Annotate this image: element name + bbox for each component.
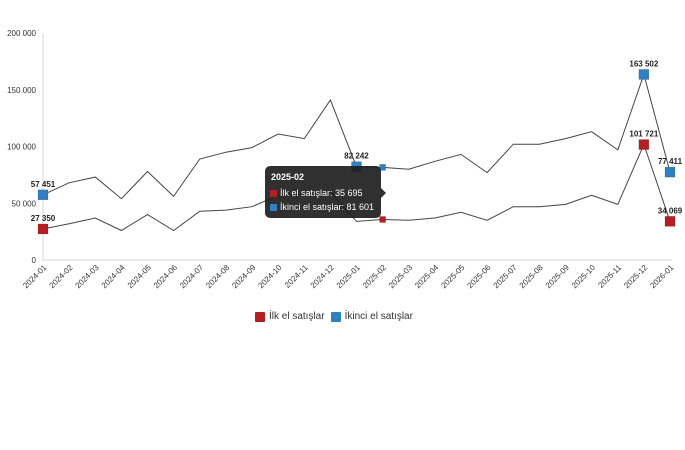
data-point-marker[interactable] (379, 216, 386, 223)
x-tick-label: 2026-01 (648, 263, 676, 291)
data-label: 77 411 (658, 157, 683, 166)
x-tick-label: 2024-01 (21, 263, 49, 291)
data-point-marker[interactable] (37, 189, 49, 201)
x-tick-label: 2025-05 (439, 263, 467, 291)
series-line-0 (42, 143, 671, 232)
data-label: 82 242 (344, 152, 369, 161)
tooltip: 2025-02 İlk el satışlar: 35 695 İkinci e… (265, 166, 386, 218)
data-point-marker[interactable] (664, 216, 676, 227)
x-tick-label: 2025-12 (622, 263, 650, 291)
tooltip-swatch-ilk-el (270, 189, 277, 197)
x-tick-label: 2024-06 (152, 263, 180, 291)
y-tick-label: 50 000 (12, 199, 37, 208)
x-tick-label: 2025-10 (570, 263, 598, 291)
data-label: 163 502 (629, 59, 658, 68)
legend-label: İlk el satışlar (269, 311, 325, 322)
data-point-marker[interactable] (37, 223, 49, 235)
tooltip-title: 2025-02 (271, 172, 305, 182)
data-label: 27 350 (31, 214, 56, 223)
tooltip-arrow (381, 188, 386, 198)
legend-item-ilk-el[interactable]: İlk el satışlar (255, 311, 325, 322)
x-tick-label: 2024-05 (126, 263, 154, 291)
data-labels: 57 451 27 350 82 242 163 502 101 721 77 411 34… (31, 59, 683, 223)
data-label: 57 451 (31, 180, 56, 189)
data-point-marker[interactable] (638, 139, 650, 150)
x-tick-label: 2024-11 (283, 263, 310, 290)
x-tick-label: 2024-02 (47, 263, 75, 291)
x-tick-label: 2025-07 (492, 263, 520, 291)
x-tick-label: 2025-02 (361, 263, 389, 291)
tooltip-row-ilk-el: İlk el satışlar: 35 695 (270, 188, 363, 198)
data-label: 34 069 (658, 206, 683, 215)
legend: İlk el satışlar İkinci el satışlar (255, 311, 413, 322)
y-tick-label: 200 000 (7, 29, 36, 38)
data-point-marker[interactable] (638, 69, 650, 80)
tooltip-swatch-ikinci-el (270, 203, 277, 211)
x-tick-label: 2025-06 (465, 263, 493, 291)
data-point-marker[interactable] (664, 166, 676, 178)
y-tick-label: 150 000 (7, 86, 36, 95)
x-tick-label: 2024-07 (178, 263, 206, 291)
x-axis: 2024-01 2024-02 2024-03 2024-04 2024-05 2024-… (21, 263, 676, 291)
legend-item-ikinci-el[interactable]: İkinci el satışlar (330, 311, 413, 322)
x-tick-label: 2025-03 (387, 263, 415, 291)
x-tick-label: 2025-01 (335, 263, 363, 291)
tooltip-row-label: İkinci el satışlar: 81 601 (280, 202, 375, 212)
x-tick-label: 2025-04 (413, 263, 441, 291)
x-tick-label: 2024-03 (74, 263, 102, 291)
data-label: 101 721 (629, 130, 658, 139)
x-tick-label: 2024-10 (256, 263, 284, 291)
y-tick-label: 100 000 (7, 143, 36, 152)
tooltip-row-ikinci-el: İkinci el satışlar: 81 601 (270, 202, 374, 212)
y-tick-label: 0 (32, 256, 37, 265)
x-tick-label: 2024-04 (100, 263, 128, 291)
x-tick-label: 2025-08 (518, 263, 546, 291)
x-tick-label: 2024-09 (230, 263, 258, 291)
x-tick-label: 2024-12 (309, 263, 337, 291)
x-tick-label: 2025-09 (544, 263, 572, 291)
x-tick-label: 2024-08 (204, 263, 232, 291)
legend-swatch-ilk-el (255, 311, 265, 322)
legend-label: İkinci el satışlar (344, 311, 413, 322)
x-tick-label: 2025-11 (596, 263, 623, 290)
tooltip-row-label: İlk el satışlar: 35 695 (280, 188, 363, 198)
y-axis: 0 50 000 100 000 150 000 200 000 (7, 29, 36, 265)
legend-swatch-ikinci-el (330, 311, 341, 322)
